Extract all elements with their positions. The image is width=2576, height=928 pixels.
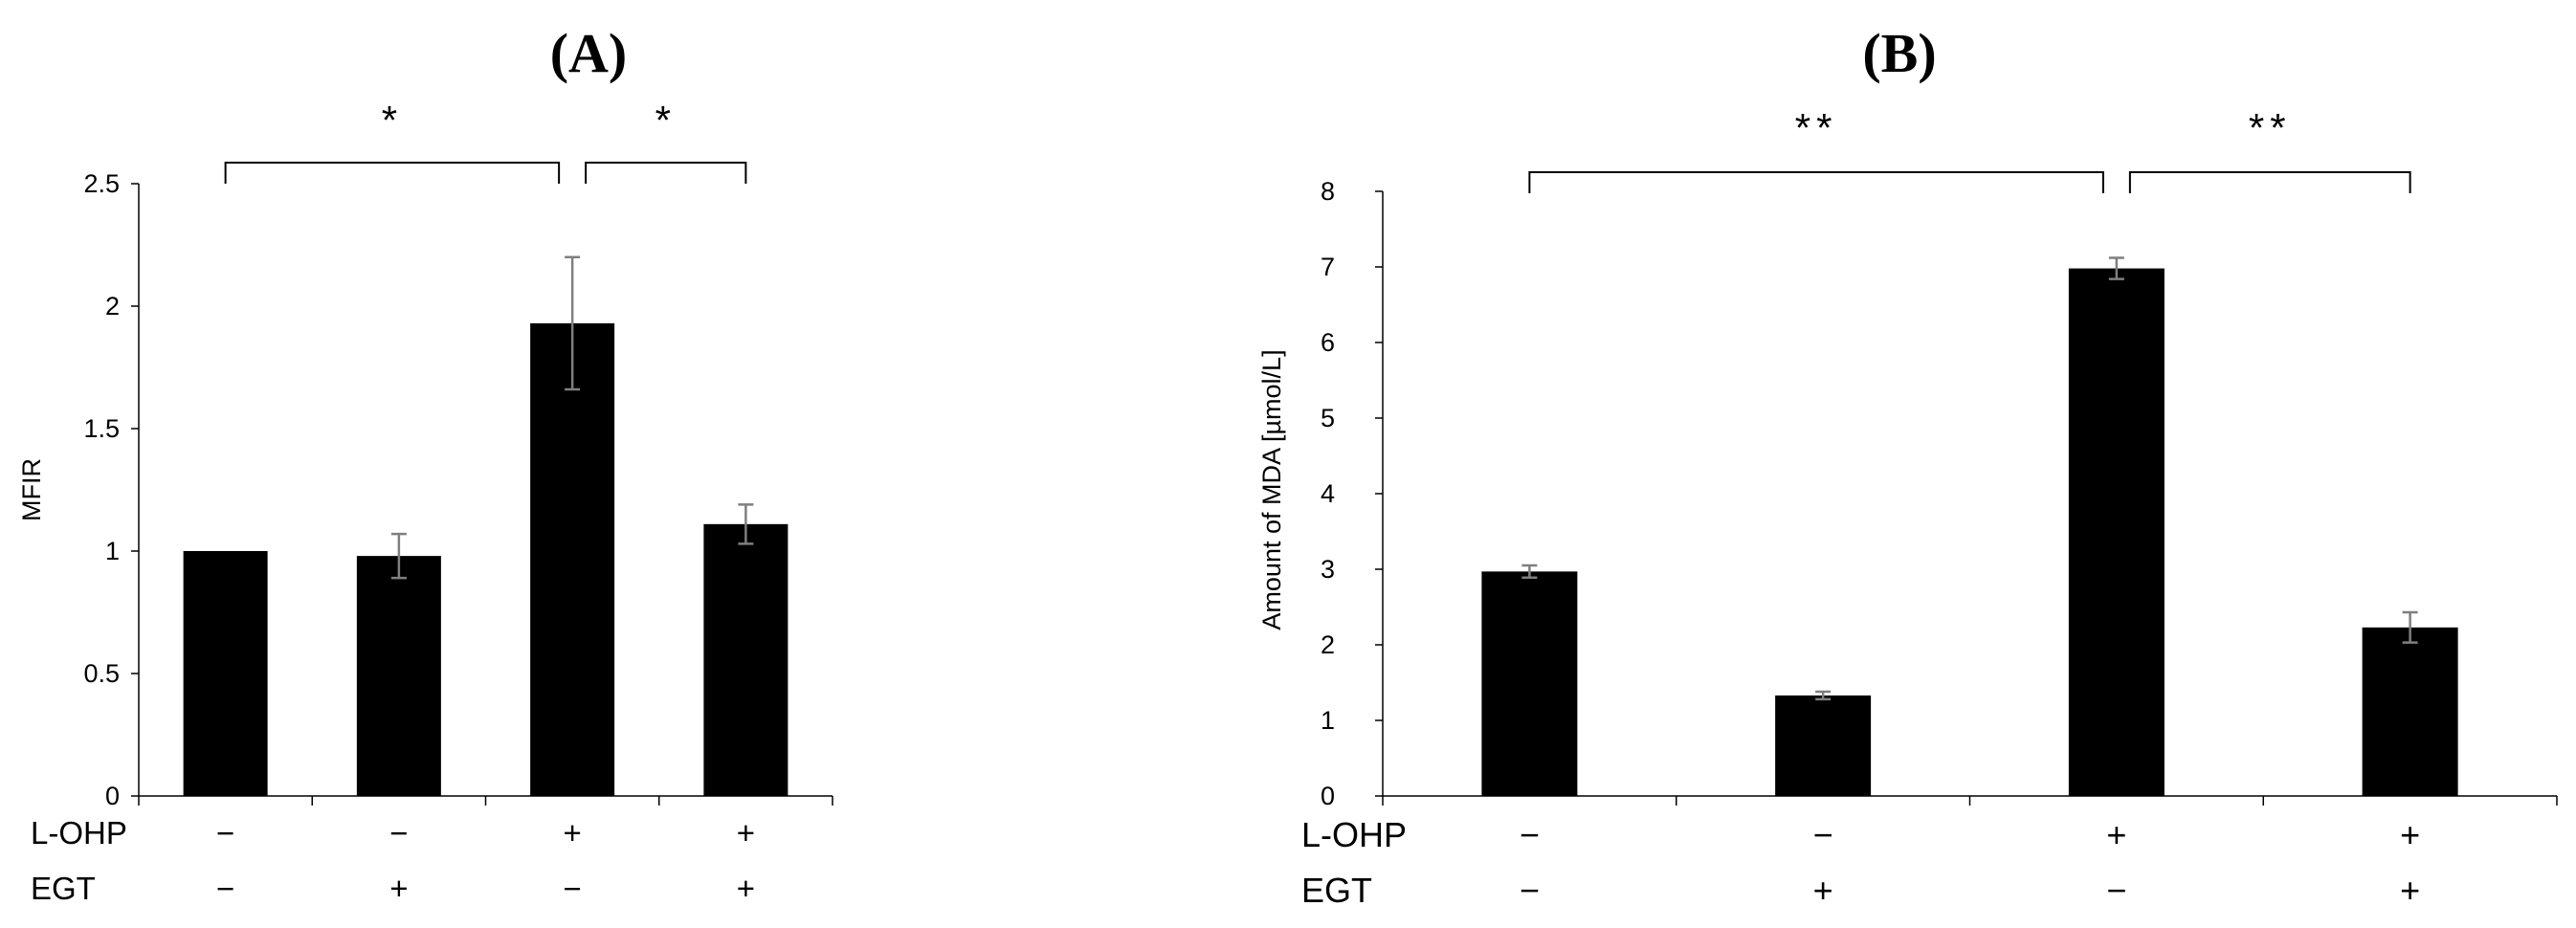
significance-bracket bbox=[585, 162, 747, 184]
condition-label: EGT bbox=[1301, 871, 1372, 910]
bar bbox=[1775, 695, 1872, 796]
significance-bracket bbox=[2128, 171, 2411, 193]
panel-label: (B) bbox=[1862, 22, 1936, 84]
y-tick-label: 0 bbox=[105, 782, 120, 810]
y-tick-label: 7 bbox=[1321, 253, 1335, 281]
condition-value: − bbox=[1520, 871, 1540, 910]
y-tick-label: 0.5 bbox=[83, 659, 120, 688]
y-tick-label: 4 bbox=[1321, 479, 1335, 508]
panel-label: (A) bbox=[550, 22, 628, 84]
condition-label: L-OHP bbox=[31, 815, 127, 851]
condition-value: + bbox=[1813, 871, 1833, 910]
condition-value: + bbox=[737, 871, 755, 906]
condition-value: − bbox=[1813, 815, 1833, 854]
y-tick-label: 8 bbox=[1321, 177, 1335, 206]
significance-label: ** bbox=[2249, 105, 2292, 150]
bar bbox=[2362, 627, 2458, 796]
y-tick-label: 2.5 bbox=[83, 169, 120, 198]
y-tick-label: 2 bbox=[105, 292, 120, 320]
bar bbox=[1481, 571, 1578, 796]
condition-value: − bbox=[389, 815, 408, 851]
bar bbox=[530, 322, 615, 796]
significance-bracket bbox=[224, 162, 561, 184]
condition-value: + bbox=[389, 871, 408, 906]
condition-value: + bbox=[2106, 815, 2126, 854]
y-tick-label: 0 bbox=[1321, 782, 1335, 810]
significance-label: * bbox=[655, 98, 677, 143]
significance-label: ** bbox=[1795, 105, 1838, 150]
y-tick-label: 5 bbox=[1321, 404, 1335, 432]
condition-value: + bbox=[737, 815, 755, 851]
y-tick-label: 6 bbox=[1321, 328, 1335, 357]
y-tick-label: 1.5 bbox=[83, 414, 120, 443]
condition-value: + bbox=[563, 815, 581, 851]
condition-label: EGT bbox=[31, 871, 96, 906]
bar bbox=[2068, 268, 2165, 797]
condition-value: − bbox=[216, 815, 234, 851]
y-tick-label: 1 bbox=[1321, 706, 1335, 735]
bar bbox=[703, 523, 788, 796]
y-axis-label: MFIR bbox=[17, 458, 46, 521]
condition-label: L-OHP bbox=[1301, 815, 1407, 854]
condition-value: + bbox=[2400, 871, 2420, 910]
significance-label: * bbox=[382, 98, 403, 143]
bar bbox=[183, 551, 268, 796]
condition-value: − bbox=[563, 871, 581, 906]
condition-value: − bbox=[1520, 815, 1540, 854]
condition-value: − bbox=[216, 871, 234, 906]
condition-value: − bbox=[2106, 871, 2126, 910]
panel-b: (B) 0 1 2 3 4 5 6 7 8 Amount of MDA [µmol/L] L-OHP −… bbox=[1257, 22, 2558, 910]
bar bbox=[356, 556, 441, 796]
y-axis-label: Amount of MDA [µmol/L] bbox=[1257, 349, 1286, 630]
condition-value: + bbox=[2400, 815, 2420, 854]
significance-bracket bbox=[1528, 171, 2104, 193]
y-tick-label: 3 bbox=[1321, 555, 1335, 584]
y-tick-label: 1 bbox=[105, 537, 120, 565]
panel-a: (A) 0 0.5 1 1.5 2 2.5 MFIR L-OHP − − + + EGT − + − + * * bbox=[17, 22, 833, 906]
y-tick-label: 2 bbox=[1321, 630, 1335, 659]
